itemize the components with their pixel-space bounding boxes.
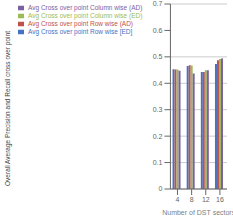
html-text:Avg Cross over point Column wi: Avg Cross over point Column wise (AD) xyxy=(28,4,143,11)
html-text:Avg Cross over point Column wi: Avg Cross over point Column wise (ED) xyxy=(28,12,143,19)
svg-text:0.1: 0.1 xyxy=(153,159,163,166)
svg-text:0.2: 0.2 xyxy=(153,133,163,140)
svg-text:12: 12 xyxy=(202,196,210,203)
svg-text:0.5: 0.5 xyxy=(153,53,163,60)
svg-text:8: 8 xyxy=(190,196,194,203)
svg-text:16: 16 xyxy=(216,196,224,203)
svg-text:Number of DST sectors: Number of DST sectors xyxy=(162,209,225,216)
svg-text:0.6: 0.6 xyxy=(153,27,163,34)
html-text:Overall Average Precision and: Overall Average Precision and Recall cro… xyxy=(3,31,11,186)
svg-text:0.7: 0.7 xyxy=(153,0,163,7)
html-text:Avg Cross over point Row wise: Avg Cross over point Row wise (AD) xyxy=(28,20,133,27)
svg-text:4: 4 xyxy=(176,196,180,203)
svg-text:0.3: 0.3 xyxy=(153,106,163,113)
html-text:Avg Cross over point Row wise: Avg Cross over point Row wise [ED] xyxy=(28,28,133,35)
svg-text:0.4: 0.4 xyxy=(153,80,163,87)
svg-text:0: 0 xyxy=(159,185,163,192)
